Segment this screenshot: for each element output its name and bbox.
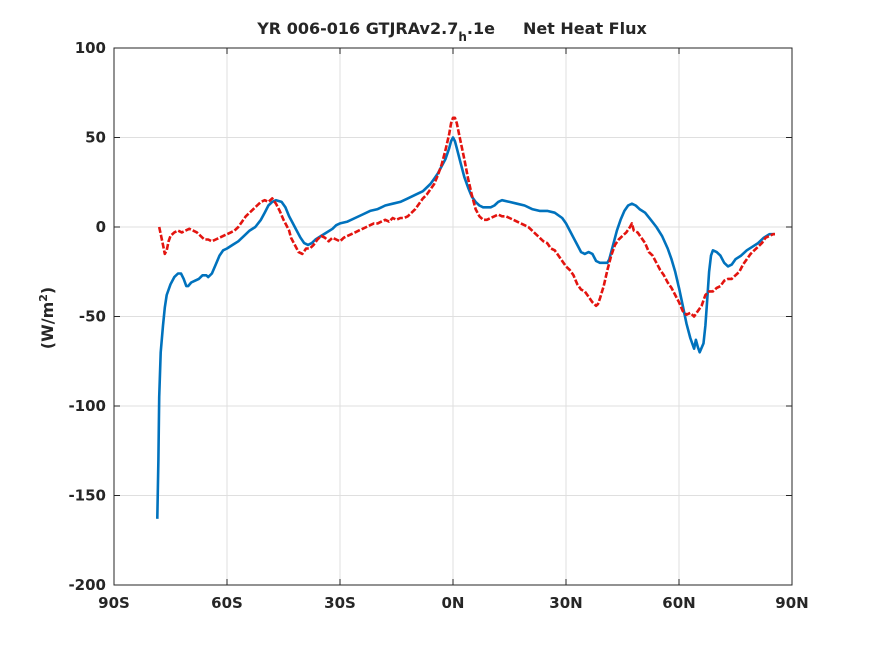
x-tick-label: 60N — [662, 594, 695, 612]
x-tick-label: 90S — [98, 594, 130, 612]
x-tick-label: 30N — [549, 594, 582, 612]
title-subscript: h — [458, 30, 467, 44]
ylabel-sup: 2 — [37, 294, 50, 302]
y-tick-label: 50 — [85, 129, 106, 147]
x-tick-label: 90N — [775, 594, 808, 612]
title-suffix: .1e — [467, 19, 495, 38]
y-tick-label: 100 — [75, 39, 106, 57]
y-tick-label: 0 — [96, 218, 106, 236]
axis-ticks: 90S 60S 30S 0N 30N 60N 90N 100 50 0 -50 -100 -150 -20… — [68, 39, 808, 612]
x-tick-label: 30S — [324, 594, 356, 612]
chart-title: YR 006-016 GTJRAv2.7h.1e Net Heat Flux — [256, 19, 647, 44]
ylabel-text: (W/m — [38, 302, 57, 349]
ylabel-close: ) — [38, 287, 57, 294]
y-axis-label: (W/m2) — [37, 287, 57, 349]
x-tick-label: 60S — [211, 594, 243, 612]
y-tick-label: -100 — [68, 397, 106, 415]
series-line-2 — [157, 116, 775, 318]
plot-series — [156, 116, 775, 519]
y-tick-label: -150 — [68, 487, 106, 505]
y-tick-label: -200 — [68, 576, 106, 594]
series-line-1 — [156, 136, 775, 519]
x-tick-label: 0N — [442, 594, 465, 612]
y-tick-label: -50 — [79, 308, 106, 326]
title-prefix: YR 006-016 GTJRAv2.7 — [256, 19, 458, 38]
title-main: Net Heat Flux — [523, 19, 648, 38]
